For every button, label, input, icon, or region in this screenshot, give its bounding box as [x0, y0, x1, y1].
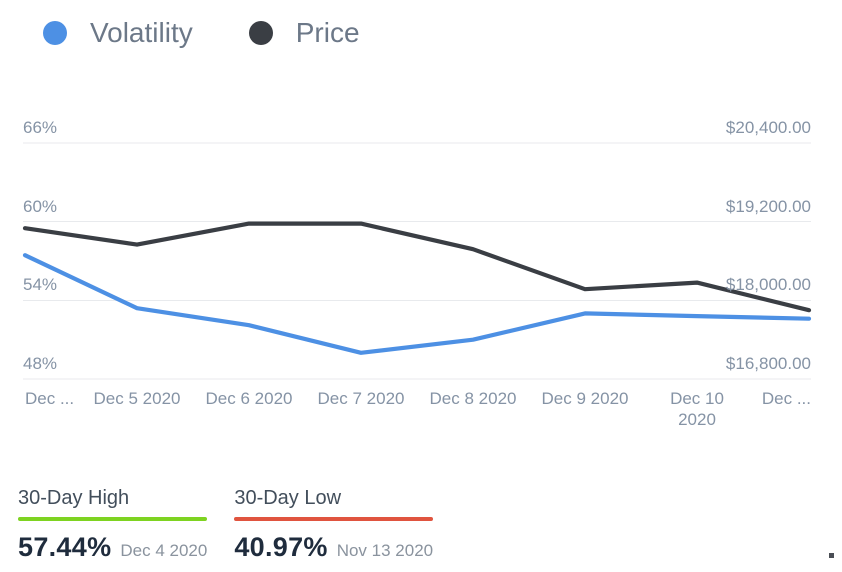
- legend-label-volatility: Volatility: [90, 17, 193, 48]
- chart-legend: Volatility Price: [43, 17, 360, 49]
- legend-label-price: Price: [295, 17, 360, 48]
- stat-high-label: 30-Day High: [18, 487, 130, 509]
- stat-high-value-row: 57.44% Dec 4 2020: [18, 532, 207, 563]
- legend-item-price[interactable]: Price: [248, 17, 360, 49]
- series-line-price[interactable]: [22, 221, 812, 313]
- stat-low-value: 40.97%: [234, 532, 328, 562]
- price-series-dot-icon: [248, 21, 273, 45]
- stat-low-date: Nov 13 2020: [336, 541, 434, 560]
- legend-item-volatility[interactable]: Volatility: [43, 17, 193, 49]
- stat-low-label: 30-Day Low: [234, 487, 342, 509]
- series-line-volatility[interactable]: [22, 253, 812, 355]
- stats-row: 30-Day High 57.44% Dec 4 2020 30-Day Low…: [18, 486, 434, 563]
- stat-low-value-row: 40.97% Nov 13 2020: [234, 532, 433, 563]
- stat-high-accent-underline: [18, 517, 208, 521]
- stat-low-accent-underline: [234, 517, 434, 521]
- stray-dot: [829, 553, 834, 558]
- stat-card-30-day-high: 30-Day High 57.44% Dec 4 2020: [18, 486, 208, 563]
- stat-card-30-day-low: 30-Day Low 40.97% Nov 13 2020: [234, 486, 434, 563]
- stat-high-date: Dec 4 2020: [120, 541, 208, 560]
- stat-high-value: 57.44%: [18, 532, 112, 562]
- volatility-series-dot-icon: [43, 21, 67, 45]
